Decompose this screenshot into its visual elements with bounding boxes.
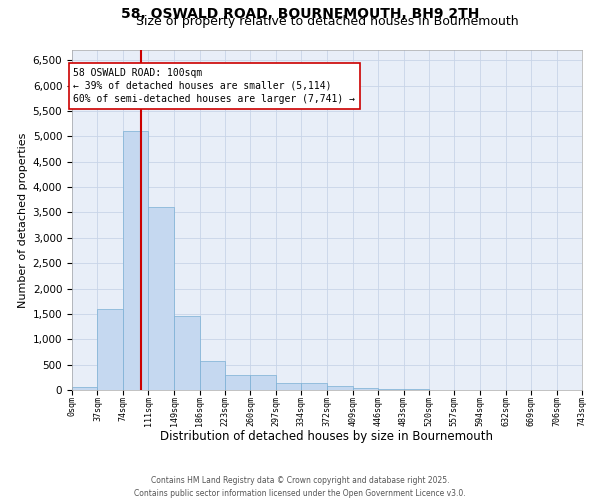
Bar (174, 316, 200, 390)
Y-axis label: Number of detached properties: Number of detached properties (19, 132, 28, 308)
Bar (200, 361, 225, 390)
Text: Contains HM Land Registry data © Crown copyright and database right 2025.
Contai: Contains HM Land Registry data © Crown c… (134, 476, 466, 498)
Bar (353, 388, 378, 390)
Bar (225, 376, 250, 390)
Bar (123, 131, 148, 390)
Text: 58, OSWALD ROAD, BOURNEMOUTH, BH9 2TH: 58, OSWALD ROAD, BOURNEMOUTH, BH9 2TH (121, 8, 479, 22)
Bar (97, 309, 123, 390)
Bar (276, 384, 301, 390)
X-axis label: Distribution of detached houses by size in Bournemouth: Distribution of detached houses by size … (161, 430, 493, 444)
Bar (378, 389, 404, 390)
Bar (301, 384, 328, 390)
Text: 58 OSWALD ROAD: 100sqm
← 39% of detached houses are smaller (5,114)
60% of semi-: 58 OSWALD ROAD: 100sqm ← 39% of detached… (73, 68, 355, 104)
Bar (72, 388, 97, 390)
Bar (328, 386, 353, 390)
Bar (148, 208, 174, 390)
Bar (250, 376, 276, 390)
Title: Size of property relative to detached houses in Bournemouth: Size of property relative to detached ho… (136, 15, 518, 28)
